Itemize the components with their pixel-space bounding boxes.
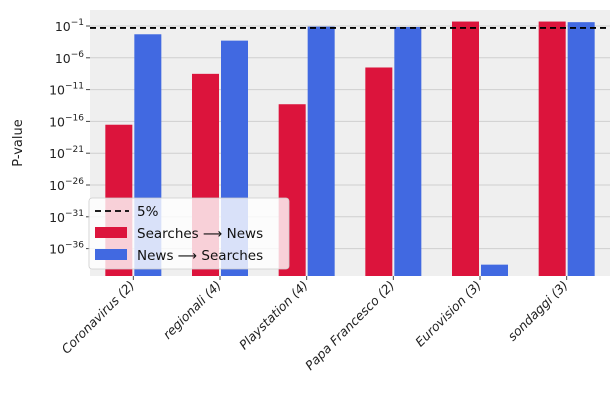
- y-tick-label: 10−36: [49, 241, 84, 257]
- y-tick-base: 10: [49, 146, 65, 161]
- x-tick-label: Eurovision (3): [412, 278, 484, 350]
- y-tick-exponent: −11: [65, 82, 84, 92]
- bar-series-2-5: [481, 264, 508, 276]
- bar-series-2-6: [567, 22, 595, 276]
- y-tick-label: 10−11: [49, 82, 84, 98]
- y-tick-exponent: −31: [65, 209, 84, 219]
- y-tick-label: 10−26: [49, 177, 84, 193]
- legend-label-searches-news: Searches ⟶ News: [137, 226, 263, 242]
- y-tick-base: 10: [49, 242, 65, 257]
- y-tick-label: 10−6: [55, 50, 84, 66]
- legend-reference-label: 5%: [137, 204, 159, 220]
- y-tick-exponent: −26: [65, 177, 84, 187]
- legend-swatch-searches-news: [95, 227, 127, 238]
- y-tick-exponent: −36: [65, 241, 84, 251]
- legend-box: [88, 197, 290, 270]
- y-tick-base: 10: [49, 178, 65, 193]
- bar-series-2-3: [307, 26, 335, 276]
- y-tick-base: 10: [49, 210, 65, 225]
- y-tick-base: 10: [49, 114, 65, 129]
- y-tick-base: 10: [49, 83, 65, 98]
- legend: 5% Searches ⟶ News News ⟶ Searches: [88, 197, 290, 270]
- bar-series-2-4: [394, 26, 422, 277]
- x-tick-label: Playstation (4): [236, 278, 311, 353]
- y-axis-label: P-value: [11, 119, 26, 166]
- y-tick-label: 10−31: [49, 209, 84, 225]
- bar-series-1-4: [365, 67, 393, 277]
- legend-label-news-searches: News ⟶ Searches: [137, 248, 263, 264]
- y-tick-base: 10: [55, 19, 71, 34]
- y-tick-base: 10: [55, 51, 71, 66]
- y-tick-label: 10−1: [55, 18, 84, 34]
- y-tick-label: 10−16: [49, 113, 84, 129]
- y-tick-label: 10−21: [49, 145, 84, 161]
- x-tick-label: regionali (4): [160, 278, 224, 342]
- bar-series-1-6: [538, 21, 566, 276]
- bar-series-1-5: [452, 21, 479, 276]
- x-tick-label: Coronavirus (2): [58, 278, 137, 357]
- legend-swatch-news-searches: [95, 249, 127, 260]
- y-tick-exponent: −1: [71, 18, 84, 28]
- x-axis-ticks: Coronavirus (2) regionali (4) Playstation …: [58, 276, 571, 373]
- y-tick-exponent: −21: [65, 145, 84, 155]
- x-tick-label: sondaggi (3): [505, 278, 571, 344]
- x-tick-label: Papa Francesco (2): [302, 278, 397, 373]
- y-tick-exponent: −6: [71, 50, 85, 60]
- y-tick-exponent: −16: [65, 113, 84, 123]
